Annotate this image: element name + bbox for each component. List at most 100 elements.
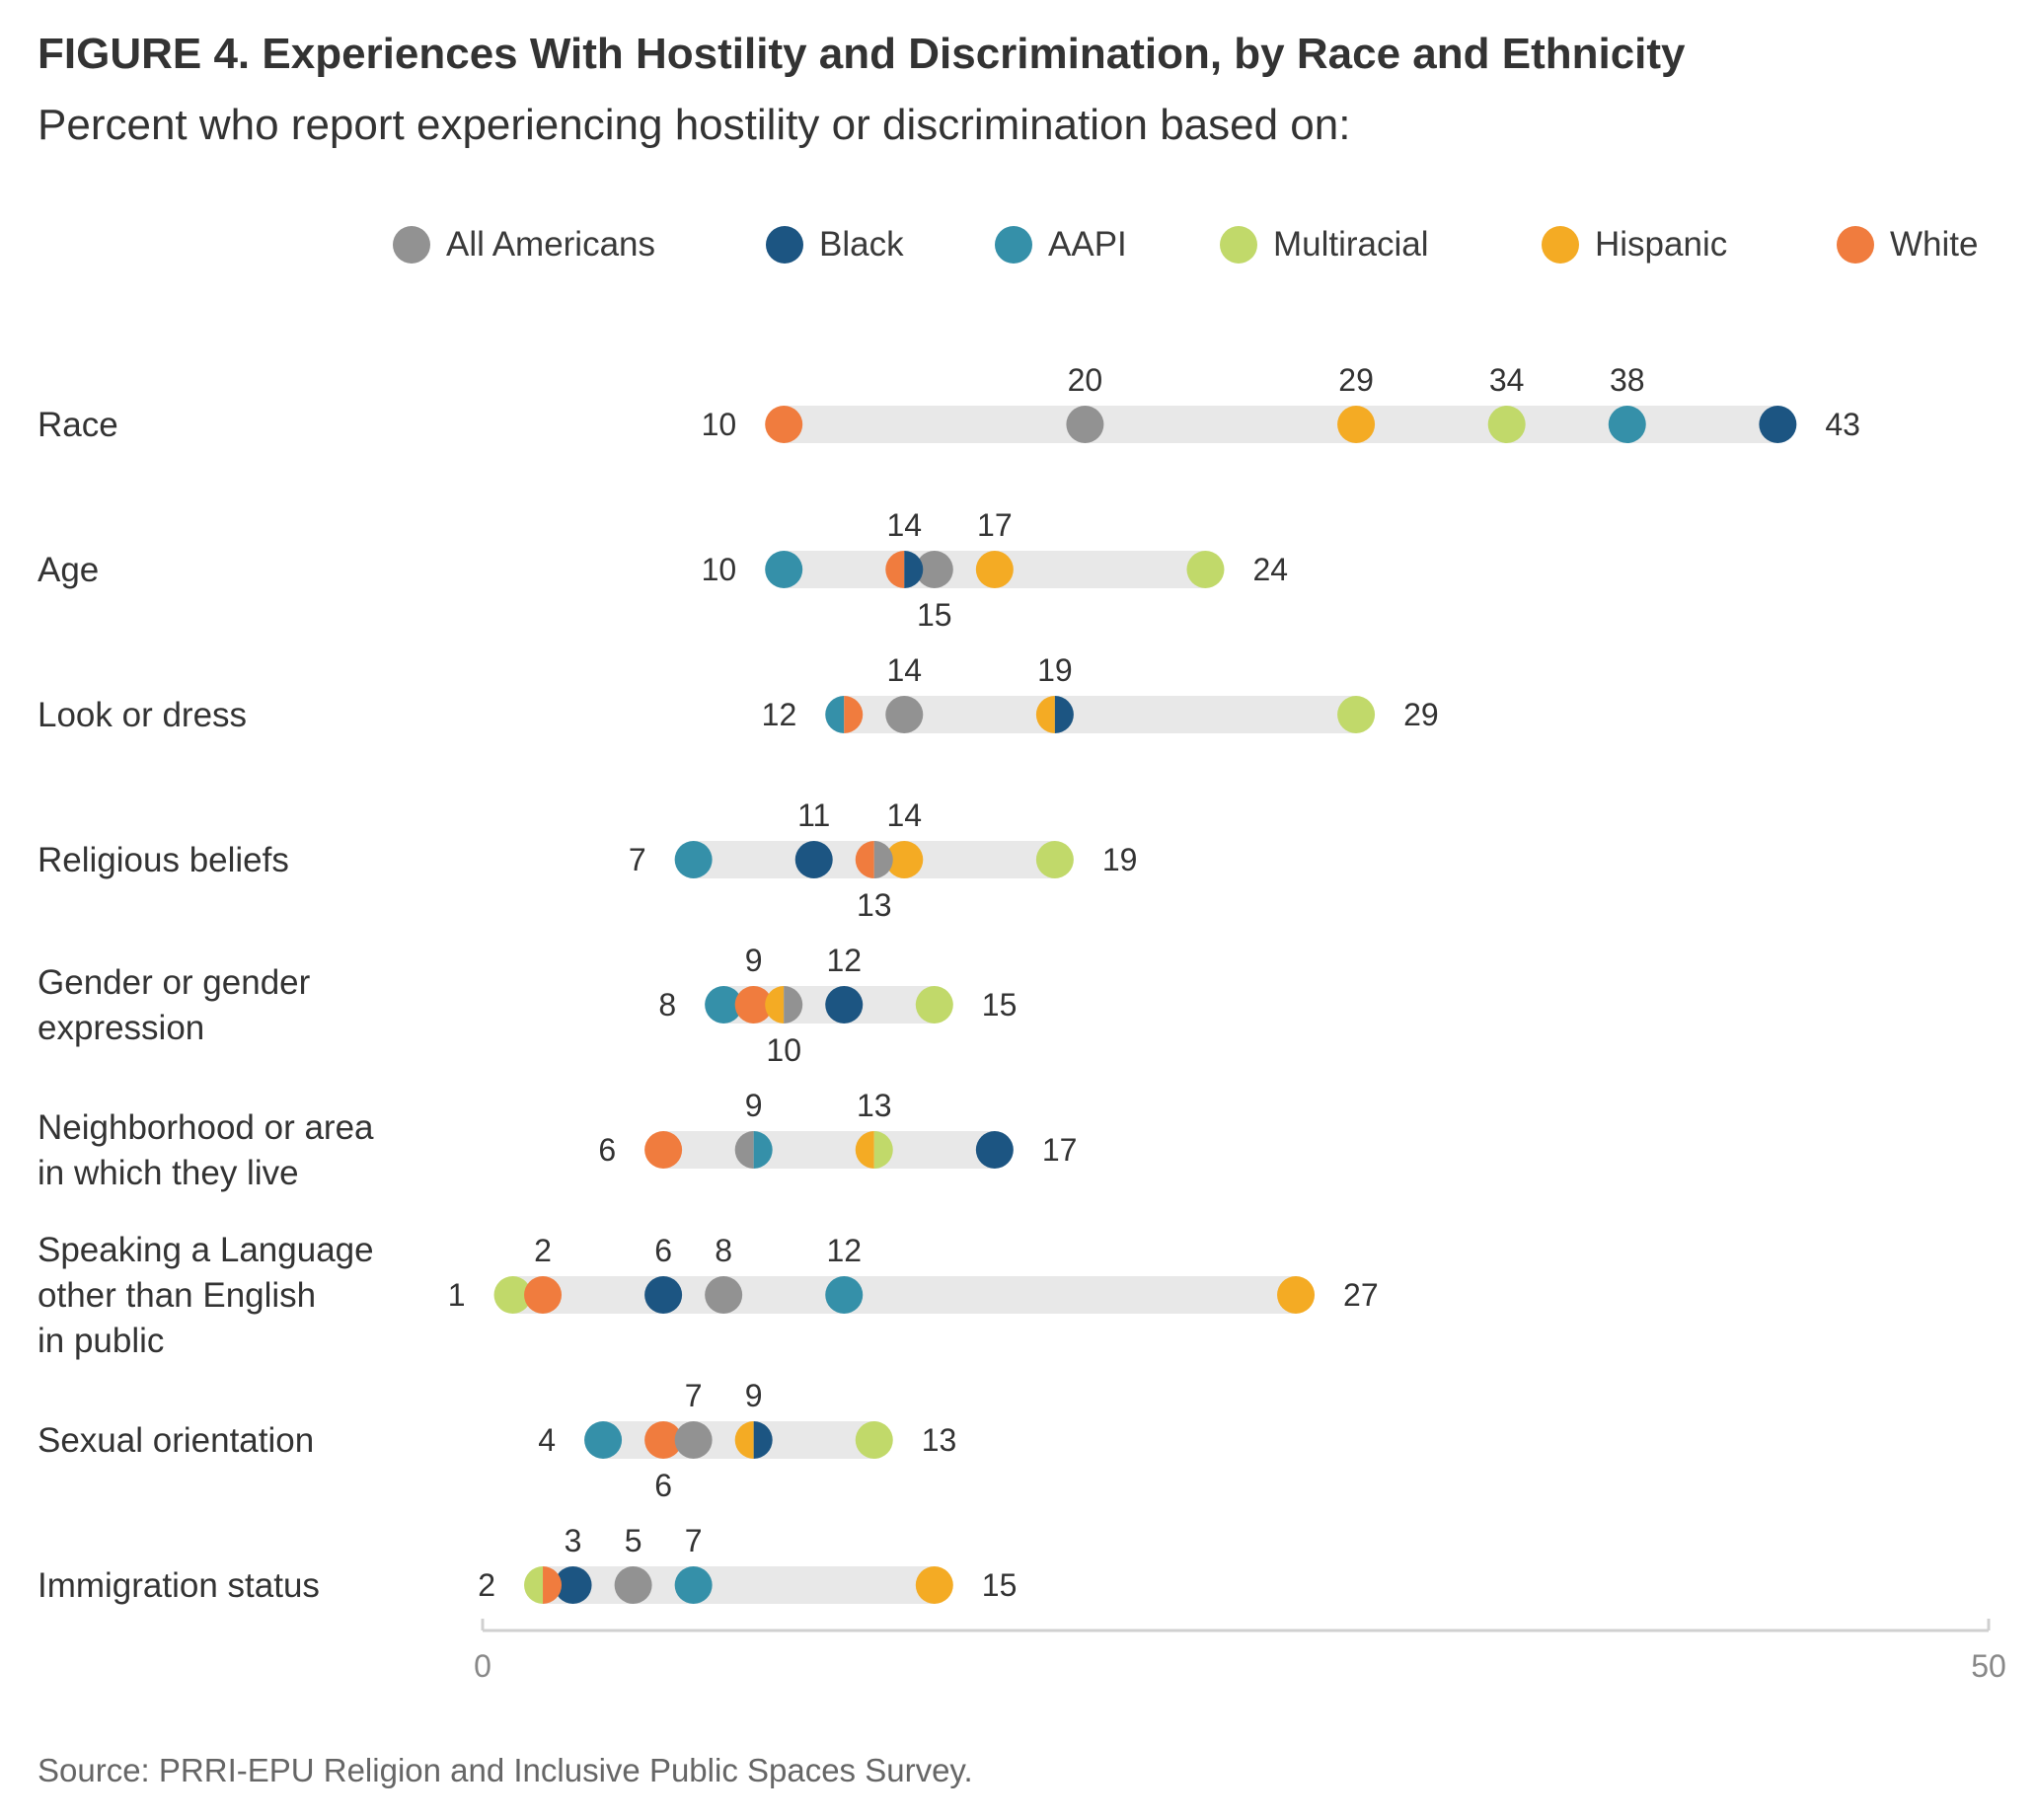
dot-multiracial [873, 1131, 893, 1169]
legend-item-aapi: AAPI [995, 225, 1127, 265]
category-label: Race [38, 406, 118, 444]
dot-aapi [753, 1131, 773, 1169]
dot-hispanic [975, 551, 1014, 588]
dot-hispanic [855, 1131, 874, 1169]
dot-aapi [705, 986, 743, 1024]
value-label: 17 [1042, 1132, 1078, 1168]
value-label: 10 [702, 407, 737, 442]
dot-all-americans [674, 1421, 713, 1459]
dot-hispanic [734, 1421, 754, 1459]
dot-aapi [825, 1276, 864, 1314]
dot-all-americans [784, 986, 803, 1024]
value-label: 14 [886, 652, 922, 688]
value-label: 13 [857, 1088, 892, 1123]
legend-swatch-hispanic [1542, 226, 1579, 264]
value-label: 9 [745, 1088, 763, 1123]
legend-item-white: White [1837, 225, 1978, 265]
value-label: 6 [654, 1233, 672, 1268]
dot-multiracial [915, 986, 953, 1024]
row-neighborhood-or-area: Neighborhood or area in which they live 6 9… [38, 1088, 1077, 1192]
legend-label-multiracial: Multiracial [1273, 225, 1429, 264]
source-note: Source: PRRI-EPU Religion and Inclusive … [38, 1752, 973, 1788]
value-label: 9 [745, 943, 763, 978]
dot-aapi [825, 696, 845, 733]
value-label: 10 [766, 1032, 801, 1068]
dot-multiracial [1337, 696, 1376, 733]
legend-swatch-white [1837, 226, 1874, 264]
dot-hispanic [1035, 696, 1055, 733]
row-look-or-dress: Look or dress 12 14 19 29 [38, 652, 1439, 734]
dot-all-americans [705, 1276, 743, 1314]
value-label: 24 [1252, 552, 1288, 587]
dot-aapi [674, 1566, 713, 1604]
legend-label-white: White [1890, 225, 1979, 264]
value-label: 8 [715, 1233, 732, 1268]
dot-white [734, 986, 773, 1024]
dot-all-americans [1066, 406, 1104, 443]
value-label: 9 [745, 1378, 763, 1413]
value-label: 13 [922, 1422, 957, 1458]
value-label: 4 [538, 1422, 556, 1458]
value-label: 17 [977, 507, 1013, 543]
row-sexual-orientation: Sexual orientation 4 7 9 6 13 [38, 1378, 956, 1503]
x-axis-tick-label: 50 [1971, 1648, 2006, 1684]
dot-black [794, 841, 833, 878]
dot-all-americans [873, 841, 893, 878]
dot-multiracial [855, 1421, 893, 1459]
legend-item-black: Black [766, 225, 904, 265]
dot-black [753, 1421, 773, 1459]
value-label: 1 [448, 1277, 466, 1313]
value-label: 6 [654, 1468, 672, 1503]
row-gender-or-gender: Gender or gender expression 8 9 12 10 15 [38, 943, 1017, 1068]
dot-white [644, 1131, 683, 1169]
value-label: 29 [1338, 362, 1374, 398]
value-label: 2 [534, 1233, 552, 1268]
dot-hispanic [1337, 406, 1376, 443]
dot-white [855, 841, 874, 878]
dot-hispanic [765, 986, 785, 1024]
value-label: 19 [1037, 652, 1073, 688]
dot-black [1759, 406, 1797, 443]
value-label: 2 [478, 1567, 495, 1603]
dot-white [524, 1276, 563, 1314]
value-label: 12 [826, 1233, 862, 1268]
value-label: 14 [886, 507, 922, 543]
value-label: 12 [762, 697, 797, 732]
value-label: 14 [886, 797, 922, 833]
row-race: Race 10 20 29 34 38 43 [38, 362, 1860, 444]
value-label: 7 [629, 842, 646, 877]
x-axis-tick-label: 0 [474, 1648, 491, 1684]
value-label: 27 [1343, 1277, 1379, 1313]
value-label: 38 [1610, 362, 1645, 398]
category-label: Age [38, 551, 99, 589]
dot-all-americans [915, 551, 953, 588]
legend-label-hispanic: Hispanic [1595, 225, 1728, 264]
row-age: Age 10 14 17 15 24 [38, 507, 1288, 633]
dot-multiracial [1186, 551, 1225, 588]
dot-white [885, 551, 905, 588]
value-label: 15 [982, 1567, 1018, 1603]
legend-label-aapi: AAPI [1048, 225, 1127, 264]
value-label: 29 [1403, 697, 1439, 732]
legend-label-all-americans: All Americans [446, 225, 656, 264]
range-track [844, 696, 1357, 733]
legend-swatch-all-americans [393, 226, 430, 264]
legend-item-all-americans: All Americans [393, 225, 655, 265]
value-label: 20 [1068, 362, 1103, 398]
legend-item-multiracial: Multiracial [1220, 225, 1429, 265]
value-label: 12 [826, 943, 862, 978]
dot-white [844, 696, 864, 733]
legend-label-black: Black [819, 225, 904, 264]
range-track [543, 1566, 935, 1604]
legend-swatch-aapi [995, 226, 1032, 264]
value-label: 6 [598, 1132, 616, 1168]
dot-hispanic [1277, 1276, 1316, 1314]
dot-hispanic [915, 1566, 953, 1604]
dot-black [1054, 696, 1074, 733]
dot-all-americans [734, 1131, 754, 1169]
range-track [663, 1131, 995, 1169]
row-immigration-status: Immigration status 2 3 5 7 15 [38, 1523, 1017, 1605]
dot-aapi [1608, 406, 1646, 443]
value-label: 10 [702, 552, 737, 587]
